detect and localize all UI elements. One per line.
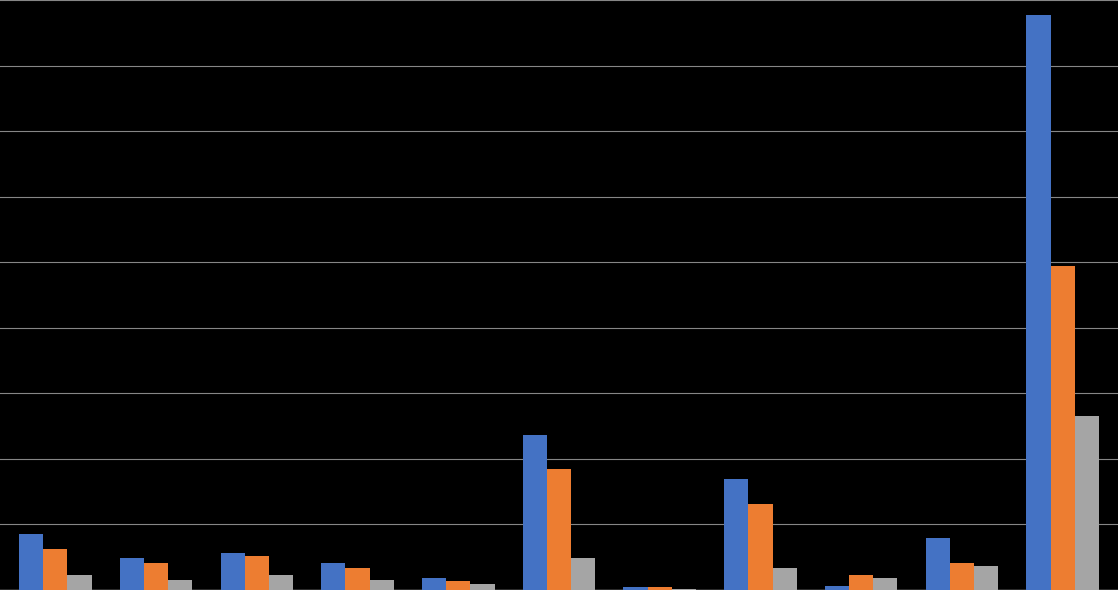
Bar [144, 563, 168, 590]
Bar [926, 538, 950, 590]
Bar [19, 534, 44, 590]
Bar [724, 479, 748, 590]
Bar [773, 568, 797, 590]
Bar [471, 584, 494, 590]
Bar [321, 563, 345, 590]
Bar [269, 575, 293, 590]
Bar [446, 581, 471, 590]
Bar [67, 575, 92, 590]
Bar [571, 558, 595, 590]
Bar [974, 566, 998, 590]
Bar [825, 585, 849, 590]
Bar [523, 435, 547, 590]
Bar [647, 587, 672, 590]
Bar [672, 589, 697, 590]
Bar [849, 575, 873, 590]
Bar [44, 549, 67, 590]
Bar [168, 579, 192, 590]
Bar [624, 587, 647, 590]
Bar [345, 568, 370, 590]
Bar [1074, 416, 1099, 590]
Bar [1051, 266, 1074, 590]
Bar [220, 553, 245, 590]
Bar [370, 579, 394, 590]
Bar [421, 578, 446, 590]
Bar [120, 558, 144, 590]
Bar [547, 469, 571, 590]
Bar [873, 578, 898, 590]
Bar [950, 563, 974, 590]
Bar [748, 504, 773, 590]
Bar [245, 556, 269, 590]
Bar [1026, 15, 1051, 590]
